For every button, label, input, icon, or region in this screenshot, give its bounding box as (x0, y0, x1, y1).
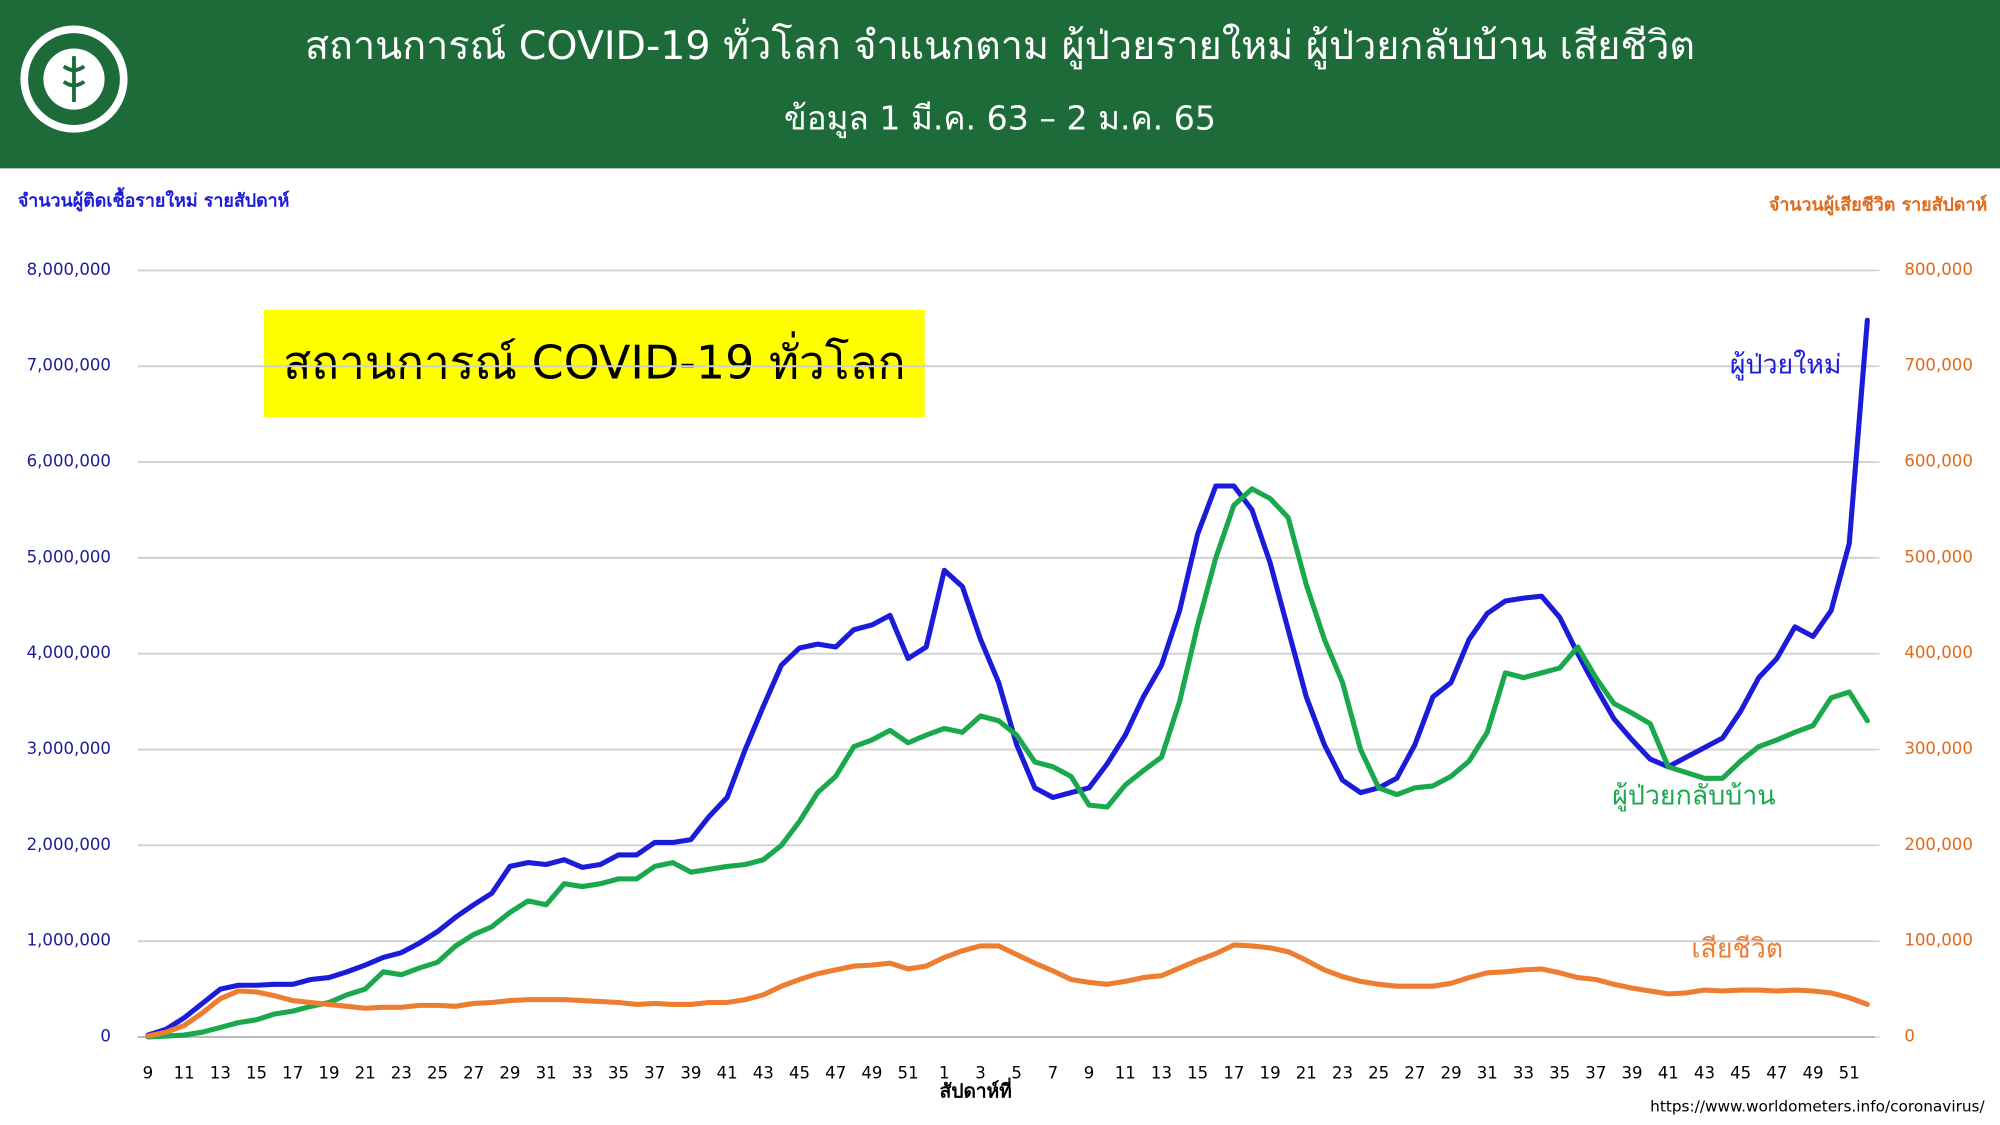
x-tick-label: 9 (143, 1063, 154, 1082)
x-tick-label: 41 (717, 1063, 738, 1082)
x-tick-label: 1 (939, 1063, 950, 1082)
x-axis-label: สัปดาห์ที่ (940, 1077, 1012, 1102)
series-label: เสียชีวิต (1691, 934, 1783, 965)
chart-title: สถานการณ์ COVID-19 ทั่วโลก จำแนกตาม ผู้ป… (305, 18, 1695, 69)
x-tick-label: 39 (680, 1063, 701, 1082)
y2-tick-label: 100,000 (1904, 931, 1973, 950)
x-tick-label: 21 (355, 1063, 376, 1082)
y-tick-label: 5,000,000 (27, 547, 111, 566)
x-tick-label: 3 (975, 1063, 986, 1082)
series-line (145, 486, 1870, 1040)
x-tick-label: 43 (1694, 1063, 1715, 1082)
y-tick-label: 3,000,000 (27, 739, 111, 758)
x-tick-label: 17 (282, 1063, 303, 1082)
x-tick-label: 25 (1368, 1063, 1389, 1082)
x-tick-label: 27 (1404, 1063, 1425, 1082)
y-tick-label: 4,000,000 (27, 643, 111, 662)
x-tick-label: 25 (427, 1063, 448, 1082)
x-tick-label: 37 (644, 1063, 665, 1082)
x-tick-label: 45 (1730, 1063, 1751, 1082)
x-tick-label: 21 (1296, 1063, 1317, 1082)
header-band (0, 0, 2000, 169)
x-tick-label: 15 (1187, 1063, 1208, 1082)
y2-axis-label: จำนวนผู้เสียชีวิต รายสัปดาห์ (1769, 193, 1987, 216)
y2-tick-label: 500,000 (1904, 547, 1973, 566)
x-tick-label: 9 (1084, 1063, 1095, 1082)
x-tick-label: 33 (1513, 1063, 1534, 1082)
x-tick-label: 15 (246, 1063, 267, 1082)
x-tick-label: 11 (1115, 1063, 1136, 1082)
x-tick-label: 13 (1151, 1063, 1172, 1082)
x-tick-label: 47 (1766, 1063, 1787, 1082)
y2-tick-label: 200,000 (1904, 835, 1973, 854)
x-tick-label: 29 (1441, 1063, 1462, 1082)
y-tick-label: 8,000,000 (27, 260, 111, 279)
y-tick-label: 1,000,000 (27, 931, 111, 950)
x-tick-label: 35 (608, 1063, 629, 1082)
annotation-box (264, 309, 925, 418)
x-tick-label: 27 (463, 1063, 484, 1082)
y2-tick-label: 800,000 (1904, 260, 1973, 279)
y2-tick-label: 700,000 (1904, 356, 1973, 375)
series-line (145, 317, 1870, 1038)
y2-tick-label: 400,000 (1904, 643, 1973, 662)
x-tick-label: 13 (210, 1063, 231, 1082)
y-tick-label: 6,000,000 (27, 452, 111, 471)
logo (20, 25, 128, 133)
x-tick-label: 43 (753, 1063, 774, 1082)
x-tick-label: 35 (1549, 1063, 1570, 1082)
y-tick-label: 0 (100, 1026, 111, 1045)
x-tick-label: 19 (318, 1063, 339, 1082)
x-tick-label: 49 (1802, 1063, 1823, 1082)
x-tick-label: 17 (1223, 1063, 1244, 1082)
x-tick-label: 47 (825, 1063, 846, 1082)
x-tick-label: 37 (1585, 1063, 1606, 1082)
x-tick-label: 45 (789, 1063, 810, 1082)
y-tick-label: 2,000,000 (27, 835, 111, 854)
annotation: สถานการณ์ COVID-19 ทั่วโลก (283, 331, 905, 390)
x-tick-label: 19 (1260, 1063, 1281, 1082)
series-label: ผู้ป่วยกลับบ้าน (1612, 781, 1775, 812)
series-line (145, 942, 1870, 1039)
x-tick-label: 31 (536, 1063, 557, 1082)
chart-subtitle: ข้อมูล 1 มี.ค. 63 – 2 ม.ค. 65 (784, 98, 1216, 138)
y2-tick-label: 0 (1904, 1026, 1915, 1045)
x-tick-label: 7 (1048, 1063, 1059, 1082)
y-tick-label: 7,000,000 (27, 356, 111, 375)
x-tick-label: 49 (861, 1063, 882, 1082)
source: https://www.worldometers.info/coronaviru… (1650, 1098, 1985, 1116)
x-tick-label: 11 (174, 1063, 195, 1082)
x-tick-label: 5 (1011, 1063, 1022, 1082)
series-label: ผู้ป่วยใหม่ (1730, 349, 1842, 381)
x-tick-label: 29 (499, 1063, 520, 1082)
x-tick-label: 33 (572, 1063, 593, 1082)
x-tick-label: 23 (1332, 1063, 1353, 1082)
x-tick-label: 23 (391, 1063, 412, 1082)
x-tick-label: 31 (1477, 1063, 1498, 1082)
x-tick-label: 41 (1658, 1063, 1679, 1082)
y2-tick-label: 600,000 (1904, 452, 1973, 471)
x-tick-label: 51 (1839, 1063, 1860, 1082)
y2-tick-label: 300,000 (1904, 739, 1973, 758)
x-tick-label: 39 (1622, 1063, 1643, 1082)
x-tick-label: 51 (898, 1063, 919, 1082)
y-axis-label: จำนวนผู้ติดเชื้อรายใหม่ รายสัปดาห์ (18, 187, 290, 213)
